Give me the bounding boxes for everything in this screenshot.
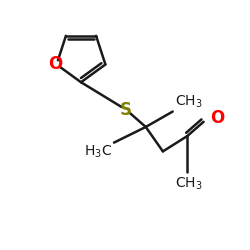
Text: O: O — [48, 56, 62, 74]
Text: H$_3$C: H$_3$C — [84, 144, 112, 160]
Text: O: O — [210, 109, 224, 127]
Text: CH$_3$: CH$_3$ — [174, 93, 202, 110]
Text: S: S — [120, 101, 132, 119]
Text: CH$_3$: CH$_3$ — [175, 176, 202, 192]
